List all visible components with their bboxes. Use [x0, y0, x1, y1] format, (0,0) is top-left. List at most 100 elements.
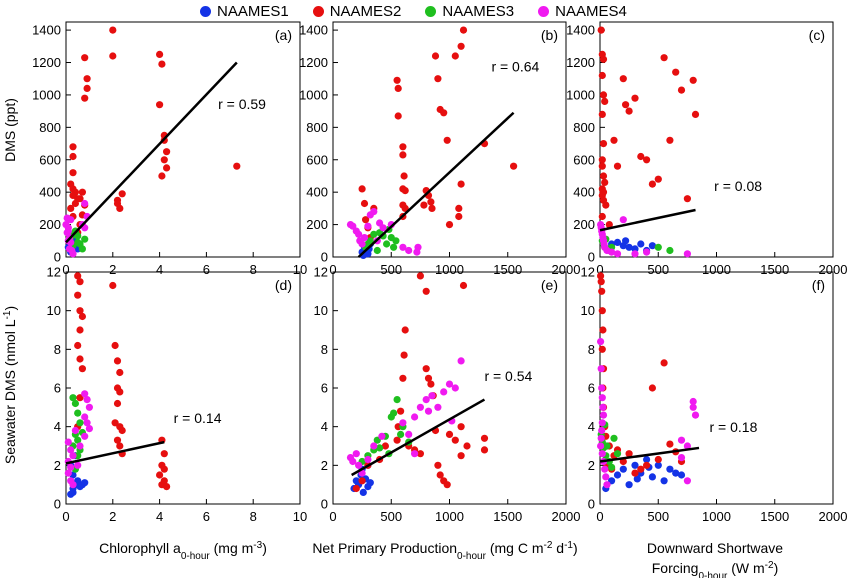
data-point-naames2: [76, 355, 84, 363]
data-point-naames2: [459, 281, 468, 290]
data-point-naames2: [399, 151, 407, 159]
x-tick-label-c: 2000: [819, 262, 848, 277]
x-axis-label-c-line2: Forcing0-hour (W m-2): [652, 560, 779, 578]
data-point-naames2: [81, 94, 89, 102]
data-point-naames2: [598, 212, 606, 221]
data-point-naames4: [683, 477, 692, 485]
y-tick-label-a: 1000: [32, 87, 61, 102]
y-tick-label-a: 600: [39, 152, 61, 167]
data-point-naames4: [631, 250, 639, 258]
data-point-naames4: [64, 469, 72, 477]
data-point-naames3: [390, 243, 398, 251]
data-point-naames2: [691, 110, 700, 118]
x-tick-label-f: 1500: [760, 509, 789, 524]
r-value-label-d: r = 0.14: [174, 410, 222, 426]
data-point-naames3: [383, 240, 391, 248]
data-point-naames1: [359, 488, 367, 496]
data-point-naames2: [457, 423, 465, 431]
y-axis-label-top: DMS (ppt): [2, 98, 18, 162]
data-point-naames1: [643, 455, 651, 464]
data-point-naames2: [76, 326, 84, 334]
data-point-naames4: [64, 227, 72, 235]
y-tick-label-e: 12: [314, 265, 328, 280]
data-point-naames3: [603, 442, 611, 450]
data-point-naames2: [451, 52, 459, 60]
data-point-naames2: [71, 199, 79, 208]
data-point-naames2: [401, 187, 409, 195]
data-point-naames3: [654, 243, 662, 251]
data-point-naames2: [78, 365, 86, 373]
x-tick-label-b: 2000: [552, 262, 581, 277]
data-point-naames2: [457, 452, 465, 460]
y-tick-label-f: 2: [588, 458, 595, 473]
data-point-naames4: [349, 457, 357, 466]
y-tick-label-d: 12: [47, 265, 61, 280]
r-value-label-f: r = 0.18: [710, 419, 758, 435]
data-point-naames4: [378, 432, 386, 440]
data-point-naames2: [445, 221, 454, 229]
data-point-naames3: [608, 463, 616, 471]
data-point-naames2: [74, 341, 82, 350]
data-point-naames4: [355, 461, 363, 469]
panel-label-e: (e): [541, 277, 558, 293]
data-point-naames3: [370, 230, 378, 238]
data-point-naames1: [622, 237, 630, 245]
data-point-naames2: [400, 351, 408, 359]
data-point-naames2: [683, 195, 692, 203]
data-point-naames2: [113, 357, 122, 365]
data-point-naames4: [352, 450, 360, 458]
x-axis-label-b: Net Primary Production0-hour (mg C m-2 d…: [312, 540, 577, 562]
data-point-naames2: [156, 471, 164, 479]
x-tick-label-a: 8: [250, 262, 257, 277]
y-tick-label-c: 200: [573, 217, 595, 232]
data-point-naames4: [405, 246, 413, 255]
y-tick-label-c: 1000: [566, 87, 595, 102]
data-point-naames4: [411, 413, 419, 421]
data-point-naames2: [69, 169, 77, 177]
data-point-naames2: [420, 201, 428, 209]
data-point-naames2: [619, 75, 627, 83]
y-tick-label-e: 10: [314, 303, 328, 318]
data-point-naames2: [598, 162, 606, 170]
fit-line-d: [65, 440, 165, 465]
data-point-naames2: [397, 407, 405, 415]
y-tick-label-e: 0: [321, 497, 328, 512]
data-point-naames4: [76, 442, 84, 450]
data-point-naames4: [683, 442, 692, 450]
y-tick-label-c: 1200: [566, 55, 595, 70]
data-point-naames2: [597, 278, 605, 286]
data-point-naames2: [394, 112, 402, 120]
y-tick-label-f: 6: [588, 381, 595, 396]
y-tick-label-c: 400: [573, 185, 595, 200]
data-point-naames2: [399, 143, 407, 151]
y-tick-label-d: 0: [54, 497, 61, 512]
data-point-naames1: [625, 481, 633, 489]
data-point-naames2: [118, 426, 126, 435]
data-point-naames1: [637, 240, 645, 248]
data-point-naames2: [598, 156, 606, 164]
data-point-naames1: [69, 488, 77, 496]
data-point-naames2: [648, 180, 657, 188]
x-tick-label-d: 0: [62, 509, 69, 524]
data-point-naames4: [405, 430, 413, 438]
data-point-naames4: [598, 384, 606, 392]
data-point-naames2: [427, 198, 435, 206]
data-point-naames3: [74, 409, 82, 417]
x-axis-label-c-line1: Downward Shortwave: [647, 540, 783, 556]
data-point-naames3: [71, 399, 79, 408]
data-point-naames2: [431, 52, 440, 60]
data-point-naames2: [109, 52, 117, 60]
panel-label-f: (f): [812, 277, 825, 293]
data-point-naames2: [116, 442, 124, 450]
y-tick-label-a: 1400: [32, 23, 61, 38]
data-point-naames1: [677, 471, 686, 479]
data-point-naames2: [76, 307, 84, 315]
data-point-naames4: [597, 338, 605, 346]
data-point-naames2: [666, 440, 674, 448]
data-point-naames2: [598, 287, 606, 295]
data-point-naames2: [455, 204, 463, 212]
data-point-naames2: [160, 156, 168, 164]
data-point-naames2: [443, 481, 451, 489]
data-point-naames2: [158, 60, 166, 68]
data-point-naames4: [613, 250, 622, 258]
